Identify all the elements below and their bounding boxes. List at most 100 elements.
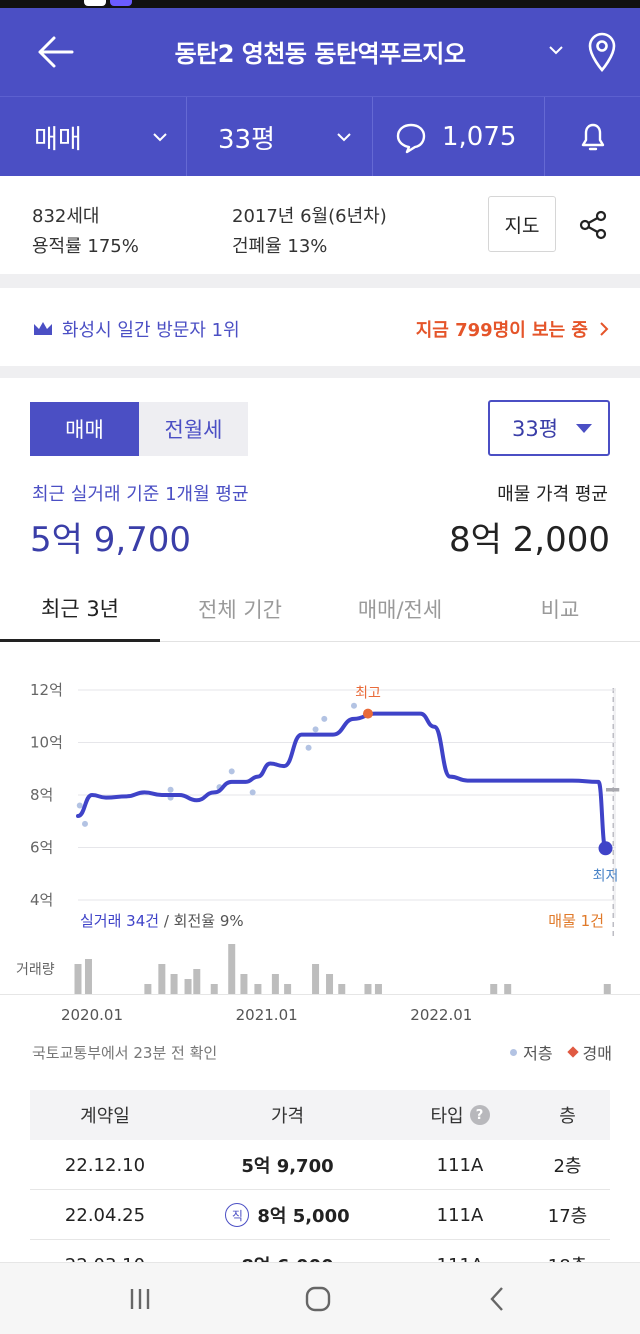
size-selector[interactable]: 33평 [218,97,275,177]
recent-apps-icon[interactable] [120,1281,160,1317]
chevron-down-icon[interactable] [544,38,568,62]
status-bar [0,0,640,8]
volume-bar [184,979,192,994]
x-tick-label: 2021.01 [236,1006,298,1024]
header-price: 가격 [270,1106,305,1127]
x-tick-label: 2022.01 [410,1006,472,1024]
location-pin-icon[interactable] [584,30,620,74]
coverage-ratio: 건폐율 13% [232,236,328,257]
tab-recent-3y[interactable]: 최근 3년 [0,576,160,642]
deal-point [350,702,357,709]
listing-region [613,688,616,918]
volume-bar [240,974,248,994]
volume-bar [84,959,92,994]
row-price-cell: 직 8억 5,000 [180,1190,395,1240]
highest-label: 최고 [355,686,381,702]
households: 832세대 [32,206,100,227]
status-indicator [110,0,132,6]
volume-bar [338,984,346,994]
highest-marker [362,708,373,719]
listing-average-label: 매물 가격 평균 [497,484,608,505]
size-label: 33평 [218,124,276,155]
tab-compare[interactable]: 비교 [540,598,580,622]
built-date: 2017년 6월(6년차) [232,206,387,227]
tab-all-period[interactable]: 전체 기간 [198,598,282,622]
chevron-down-icon[interactable] [150,127,170,147]
table-row[interactable]: 22.12.10 5억 9,700 111A 2층 [30,1140,610,1190]
y-tick-label: 4억 [30,891,53,909]
floor-area-ratio: 용적률 175% [32,236,139,257]
period-tabs: 최근 3년 전체 기간 매매/전세 비교 [0,576,640,642]
help-icon[interactable]: ? [469,1105,490,1125]
system-nav-bar [0,1262,640,1334]
legend-low-floor: 저층 [523,1044,553,1063]
segment-sale[interactable]: 매매 [30,402,139,456]
crown-icon [34,322,52,335]
volume-bar [326,974,334,994]
volume-bar [490,984,498,994]
deal-point [167,786,174,793]
section-divider [0,274,640,288]
tab-sale-jeonse[interactable]: 매매/전세 [357,598,443,622]
volume-bar [74,964,82,994]
price-chart[interactable]: 12억 10억 8억 6억 4억 최고 최저 실거래 34건 / 회전율 9% 매물 1건 거래량… [0,642,640,1032]
row-date: 22.04.25 [64,1204,146,1226]
volume-bar [603,984,611,994]
deal-point [312,726,319,733]
table-row[interactable]: 22.04.25 직 8억 5,000 111A 17층 [30,1190,610,1240]
bell-icon[interactable] [576,119,610,155]
back-icon[interactable] [478,1281,518,1317]
row-floor: 17층 [547,1206,588,1227]
listing-count-label: 매물 1건 [548,912,604,930]
rank-text: 화성시 일간 방문자 1위 [62,320,240,341]
source-note: 국토교통부에서 23분 전 확인 [32,1044,218,1062]
deal-point [321,715,328,722]
lowest-label: 최저 [593,868,619,884]
y-tick-label: 8억 [30,786,53,804]
comments-button[interactable]: 1,075 [394,97,516,177]
row-date: 22.12.10 [64,1154,146,1176]
size-dropdown[interactable]: 33평 [488,400,610,456]
x-tick-label: 2020.01 [61,1006,123,1024]
caret-down-icon [576,424,592,433]
map-button[interactable]: 지도 [488,196,556,252]
visitor-rank-banner[interactable]: 화성시 일간 방문자 1위 지금 799명이 보는 중 [0,288,640,366]
recent-average-label: 최근 실거래 기준 1개월 평균 [32,484,249,505]
listing-average-value: 8억 2,000 [448,520,610,560]
volume-bar [271,974,279,994]
volume-bar [312,964,320,994]
volume-bar [254,984,262,994]
page-title[interactable]: 동탄2 영천동 동탄역푸르지오 [174,40,466,68]
share-icon[interactable] [576,208,610,242]
legend-auction: 경매 [582,1044,612,1063]
y-tick-label: 10억 [30,734,63,752]
volume-bar [170,974,178,994]
speech-bubble-icon [396,123,426,154]
filter-bar: 매매 33평 1,075 [0,96,640,177]
size-dropdown-value: 33평 [512,417,559,441]
viewer-count: 지금 799명이 보는 중 [415,320,588,341]
segment-rent[interactable]: 전월세 [164,418,223,442]
divider [544,97,545,177]
divider [372,97,373,177]
section-divider [0,366,640,378]
deal-point [249,789,256,796]
volume-label: 거래량 [16,962,55,978]
chart-legend: 저층 경매 [510,1040,612,1064]
home-icon[interactable] [298,1281,338,1317]
volume-bar [210,984,218,994]
volume-bar [364,984,372,994]
divider [186,97,187,177]
row-price: 5억 9,700 [241,1156,334,1177]
trade-type-selector[interactable]: 매매 [34,97,82,177]
trade-type-label: 매매 [34,124,82,155]
back-arrow-icon[interactable] [34,30,78,74]
price-line [76,711,608,851]
row-type: 111A [436,1204,484,1226]
y-tick-label: 12억 [30,681,63,699]
table-header: 계약일 가격 타입 ? 층 [30,1090,610,1140]
lowest-marker [598,841,613,856]
chevron-down-icon[interactable] [334,127,354,147]
deal-point [81,820,88,827]
